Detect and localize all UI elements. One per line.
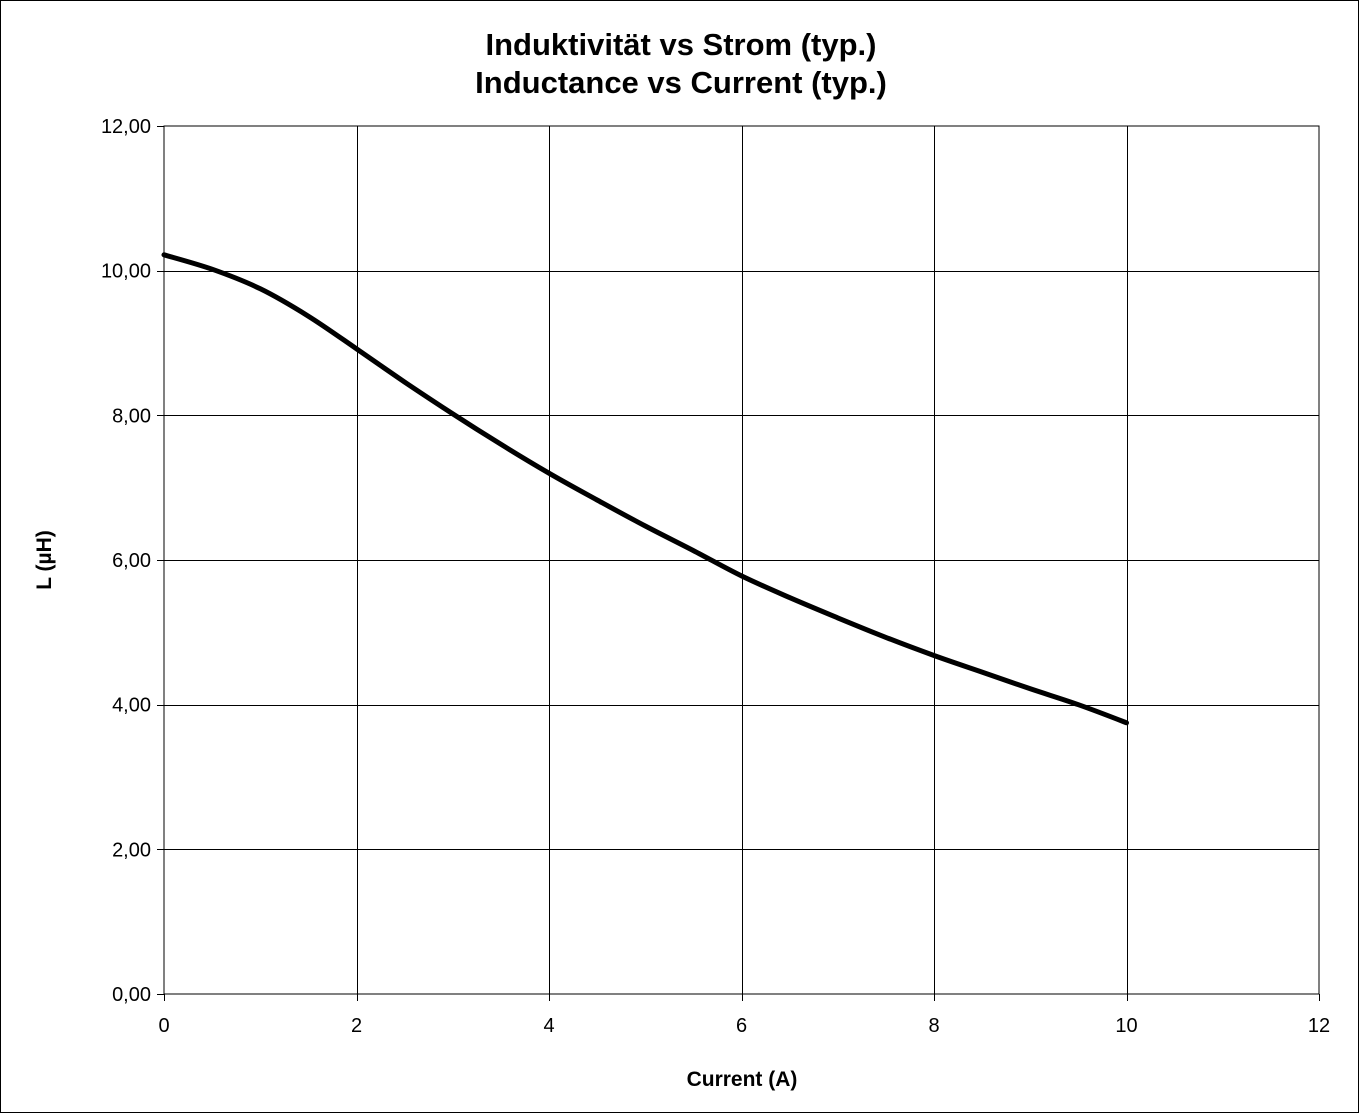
y-tick-label: 12,00 [101,116,151,138]
tick-layer [157,126,1320,1001]
y-tick-label: 10,00 [101,261,151,283]
y-tick-label: 2,00 [112,839,151,861]
y-tick-label: 4,00 [112,695,151,717]
y-tick-label: 6,00 [112,550,151,572]
y-tick-label: 8,00 [112,405,151,427]
x-tick-label: 2 [351,1015,362,1037]
x-tick-label: 0 [158,1015,169,1037]
x-tick-label: 10 [1115,1015,1137,1037]
x-tick-label: 6 [736,1015,747,1037]
chart-title-line-2: Inductance vs Current (typ.) [475,65,887,100]
inductance-series-line [161,252,1129,726]
x-tick-label: 8 [928,1015,939,1037]
y-tick-label: 0,00 [112,984,151,1006]
tick-label-layer: 0 2 4 6 8 10 12 0,00 2,00 4,00 6,00 8,00 10,00 12,00 [101,116,1330,1037]
y-axis-label: L (µH) [33,530,56,590]
x-tick-label: 12 [1308,1015,1330,1037]
x-tick-label: 4 [543,1015,554,1037]
grid-layer [164,126,1319,994]
chart-title-line-1: Induktivität vs Strom (typ.) [486,27,877,62]
x-axis-label: Current (A) [687,1068,798,1091]
series-layer [161,252,1129,726]
